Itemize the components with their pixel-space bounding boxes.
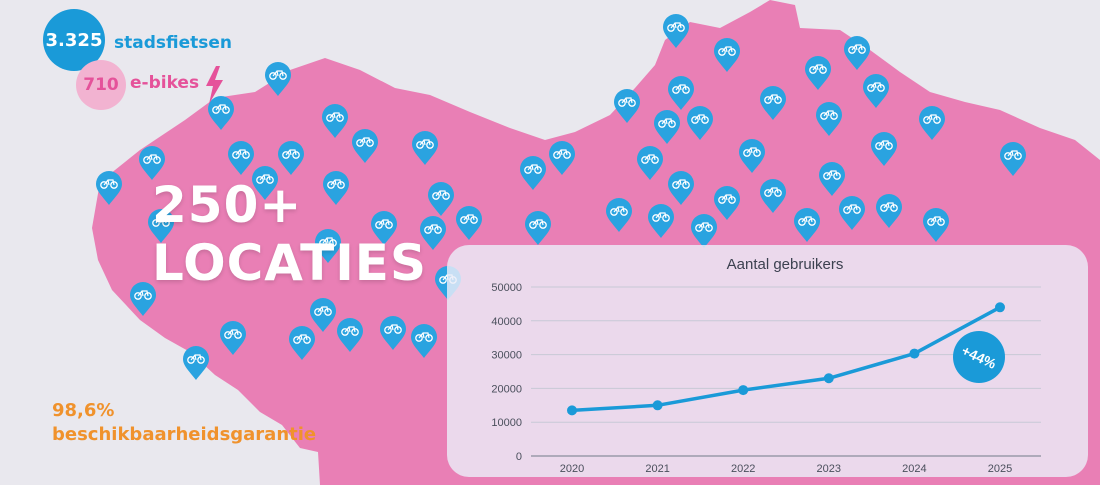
y-tick-label: 20000	[491, 383, 522, 395]
bike-location-pin-icon	[691, 214, 717, 248]
bike-location-pins	[96, 14, 1026, 380]
bike-location-pin-icon	[183, 346, 209, 380]
bike-location-pin-icon	[310, 298, 336, 332]
bike-location-pin-icon	[819, 162, 845, 196]
data-points	[567, 302, 1005, 416]
availability-percentage: 98,6%	[52, 400, 115, 421]
bike-location-pin-icon	[919, 106, 945, 140]
bike-location-pin-icon	[805, 56, 831, 90]
y-tick-label: 0	[516, 451, 522, 463]
x-tick-label: 2025	[988, 463, 1012, 475]
bike-location-pin-icon	[323, 171, 349, 205]
locations-count: 250+	[152, 176, 303, 234]
bike-location-pin-icon	[816, 102, 842, 136]
y-tick-label: 10000	[491, 417, 522, 429]
bike-location-pin-icon	[760, 86, 786, 120]
x-tick-label: 2024	[902, 463, 926, 475]
bike-location-pin-icon	[352, 129, 378, 163]
bike-location-pin-icon	[337, 318, 363, 352]
data-point	[567, 405, 577, 416]
bike-location-pin-icon	[863, 74, 889, 108]
series-line	[570, 305, 1002, 413]
bike-location-pin-icon	[714, 38, 740, 72]
x-tick-label: 2020	[560, 463, 584, 475]
x-tick-label: 2022	[731, 463, 755, 475]
bike-location-pin-icon	[315, 229, 341, 263]
data-point	[823, 373, 834, 384]
bike-location-pin-icon	[252, 166, 278, 200]
bike-location-pin-icon	[668, 171, 694, 205]
x-axis-ticks: 2020 2021 2022 2023 2024 2025	[560, 463, 1012, 475]
bike-location-pin-icon	[663, 14, 689, 48]
bike-location-pin-icon	[648, 204, 674, 238]
bike-location-pin-icon	[923, 208, 949, 242]
bike-location-pin-icon	[520, 156, 546, 190]
y-tick-label: 40000	[491, 316, 522, 328]
bike-location-pin-icon	[456, 206, 482, 240]
city-bikes-label: stadsfietsen	[114, 33, 233, 53]
bike-location-pin-icon	[871, 132, 897, 166]
availability-label: beschikbaarheidsgarantie	[52, 424, 317, 445]
bike-location-pin-icon	[228, 141, 254, 175]
data-point	[909, 348, 920, 359]
ebikes-count: 710	[83, 75, 119, 95]
data-point	[652, 400, 663, 411]
bike-location-pin-icon	[220, 321, 246, 355]
bike-location-pin-icon	[839, 196, 865, 230]
bike-location-pin-icon	[130, 282, 156, 316]
bike-location-pin-icon	[760, 179, 786, 213]
growth-badge: +44%	[953, 331, 1005, 383]
bike-location-pin-icon	[265, 62, 291, 96]
y-tick-label: 50000	[491, 282, 522, 294]
lightning-bolt-icon	[206, 66, 223, 104]
availability-guarantee: 98,6% beschikbaarheidsgarantie	[52, 399, 316, 447]
city-bikes-count: 3.325	[45, 29, 103, 51]
chart-title: Aantal gebruikers	[727, 256, 844, 273]
bike-location-pin-icon	[876, 194, 902, 228]
bike-location-pin-icon	[714, 186, 740, 220]
bike-location-pin-icon	[844, 36, 870, 70]
bike-location-pin-icon	[412, 131, 438, 165]
bike-location-pin-icon	[739, 139, 765, 173]
ebikes-count-badge: 710	[76, 60, 126, 110]
y-axis-ticks: 0 10000 20000 30000 40000 50000	[491, 282, 522, 463]
bike-location-pin-icon	[208, 96, 234, 130]
bike-location-pin-icon	[654, 110, 680, 144]
data-point	[738, 385, 749, 396]
bike-location-pin-icon	[411, 324, 437, 358]
y-tick-label: 30000	[491, 350, 522, 362]
x-tick-label: 2023	[817, 463, 841, 475]
users-line-chart: Aantal gebruikers 0 10000 20000 30000 40000 5…	[491, 256, 1041, 475]
bike-location-pin-icon	[614, 89, 640, 123]
bike-location-pin-icon	[139, 146, 165, 180]
bike-location-pin-icon	[322, 104, 348, 138]
bike-location-pin-icon	[794, 208, 820, 242]
bike-location-pin-icon	[668, 76, 694, 110]
bike-location-pin-icon	[278, 141, 304, 175]
locations-headline: 250+ LOCATIES	[152, 176, 427, 292]
bike-location-pin-icon	[428, 182, 454, 216]
bike-location-pin-icon	[606, 198, 632, 232]
bike-location-pin-icon	[687, 106, 713, 140]
bike-location-pin-icon	[420, 216, 446, 250]
data-point	[995, 302, 1005, 313]
bike-location-pin-icon	[1000, 142, 1026, 176]
bike-location-pin-icon	[148, 209, 174, 243]
locations-label: LOCATIES	[152, 234, 427, 292]
ebikes-label: e-bikes	[130, 73, 200, 93]
bike-location-pin-icon	[96, 171, 122, 205]
bike-location-pin-icon	[549, 141, 575, 175]
x-tick-label: 2021	[645, 463, 669, 475]
bike-location-pin-icon	[380, 316, 406, 350]
bike-location-pin-icon	[525, 211, 551, 245]
bike-location-pin-icon	[289, 326, 315, 360]
bike-location-pin-icon	[637, 146, 663, 180]
bike-location-pin-icon	[371, 211, 397, 245]
